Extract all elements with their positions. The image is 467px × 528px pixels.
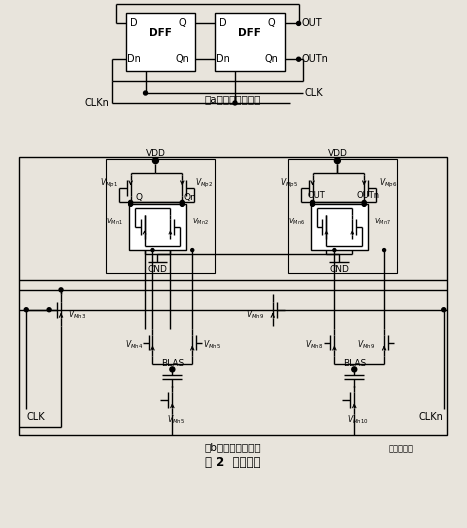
Text: BLAS: BLAS (161, 359, 184, 368)
Text: $V_{Mp2}$: $V_{Mp2}$ (195, 177, 213, 190)
Text: D: D (130, 18, 137, 29)
Text: Dn: Dn (127, 54, 141, 64)
Text: Q: Q (135, 193, 142, 202)
Bar (128, 204, 186, 250)
Circle shape (297, 22, 301, 25)
Text: D: D (219, 18, 227, 29)
Circle shape (191, 249, 194, 251)
Text: $V_{Mn4}$: $V_{Mn4}$ (126, 338, 144, 351)
Text: $V_{Mp1}$: $V_{Mp1}$ (99, 177, 118, 190)
Text: Qn: Qn (265, 54, 279, 64)
Bar (288, 158, 397, 273)
Circle shape (311, 202, 314, 206)
Text: BLAS: BLAS (343, 359, 366, 368)
Circle shape (180, 202, 184, 206)
Text: $V_{Mn3}$: $V_{Mn3}$ (68, 308, 86, 321)
Text: Qn: Qn (184, 193, 197, 202)
Text: $V_{Mn2}$: $V_{Mn2}$ (192, 217, 209, 228)
Text: $V_{Mn1}$: $V_{Mn1}$ (106, 217, 123, 228)
Text: OUTn: OUTn (302, 54, 328, 64)
Text: $V_{Mp6}$: $V_{Mp6}$ (379, 177, 397, 190)
Text: 图 2  二分频器: 图 2 二分频器 (205, 456, 261, 469)
Text: $V_{Mn9}$: $V_{Mn9}$ (357, 338, 375, 351)
Circle shape (153, 158, 158, 164)
Circle shape (442, 308, 446, 312)
Text: $V_{Mn8}$: $V_{Mn8}$ (305, 338, 324, 351)
Bar (126, 14, 195, 71)
Circle shape (180, 201, 184, 204)
Text: （b）二分器的电路: （b）二分器的电路 (205, 442, 262, 452)
Text: $V_{Mn5}$: $V_{Mn5}$ (167, 414, 185, 426)
Circle shape (233, 101, 237, 105)
Text: DFF: DFF (239, 29, 262, 39)
Circle shape (362, 202, 366, 206)
Text: VDD: VDD (327, 149, 347, 158)
Circle shape (382, 249, 386, 251)
Text: OUT: OUT (302, 18, 322, 29)
Text: CND: CND (148, 266, 167, 275)
Circle shape (59, 288, 63, 292)
Circle shape (143, 91, 148, 95)
Bar (311, 204, 368, 250)
Text: CLKn: CLKn (85, 98, 110, 108)
Bar (106, 158, 215, 273)
Text: CLK: CLK (304, 88, 323, 98)
Text: Dn: Dn (216, 54, 230, 64)
Text: $V_{Mp5}$: $V_{Mp5}$ (280, 177, 298, 190)
Text: DFF: DFF (149, 29, 172, 39)
Bar (19, 157, 447, 435)
Circle shape (362, 201, 366, 204)
Text: $V_{Mn7}$: $V_{Mn7}$ (374, 217, 390, 228)
Text: OUTn: OUTn (357, 191, 380, 200)
Circle shape (333, 249, 336, 251)
Circle shape (334, 158, 340, 164)
Circle shape (352, 367, 357, 372)
Text: Qn: Qn (176, 54, 189, 64)
Text: CLK: CLK (26, 412, 45, 422)
Circle shape (128, 202, 133, 206)
Circle shape (128, 201, 133, 204)
Circle shape (311, 201, 314, 204)
Circle shape (297, 57, 301, 61)
Text: CLKn: CLKn (419, 412, 444, 422)
Text: $V_{Mn6}$: $V_{Mn6}$ (288, 217, 305, 228)
Text: Q: Q (178, 18, 186, 29)
Text: 电子发烧友: 电子发烧友 (389, 445, 414, 454)
Text: $V_{Mn5}$: $V_{Mn5}$ (203, 338, 221, 351)
Circle shape (151, 249, 154, 251)
Text: VDD: VDD (146, 149, 165, 158)
Text: $V_{Mn10}$: $V_{Mn10}$ (347, 414, 369, 426)
Circle shape (47, 308, 51, 312)
Circle shape (24, 308, 28, 312)
Text: （a）二分频器框图: （a）二分频器框图 (205, 94, 261, 104)
Text: Q: Q (268, 18, 276, 29)
Text: CND: CND (329, 266, 349, 275)
Bar (215, 14, 285, 71)
Text: OUT: OUT (308, 191, 325, 200)
Circle shape (170, 367, 175, 372)
Text: $V_{Mn9}$: $V_{Mn9}$ (246, 308, 264, 321)
